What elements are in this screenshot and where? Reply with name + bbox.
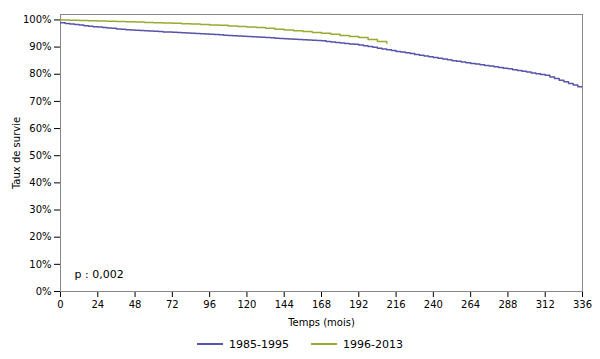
svg-text:50%: 50% <box>29 150 51 161</box>
svg-text:10%: 10% <box>29 259 51 270</box>
html-text:1996-2013: 1996-2013 <box>343 337 403 351</box>
svg-text:312: 312 <box>536 299 555 310</box>
svg-text:48: 48 <box>129 299 142 310</box>
svg-text:336: 336 <box>573 299 592 310</box>
svg-text:96: 96 <box>203 299 216 310</box>
html-text:1985-1995: 1985-1995 <box>229 337 289 351</box>
svg-text:p : 0,002: p : 0,002 <box>75 268 124 281</box>
svg-text:100%: 100% <box>23 14 52 25</box>
svg-text:240: 240 <box>424 299 443 310</box>
svg-text:72: 72 <box>166 299 179 310</box>
svg-text:70%: 70% <box>29 96 51 107</box>
svg-text:Taux de survie: Taux de survie <box>11 117 22 190</box>
svg-text:60%: 60% <box>29 123 51 134</box>
svg-text:40%: 40% <box>29 177 51 188</box>
svg-text:216: 216 <box>387 299 406 310</box>
svg-text:24: 24 <box>91 299 104 310</box>
svg-text:80%: 80% <box>29 68 51 79</box>
svg-text:168: 168 <box>312 299 331 310</box>
svg-text:264: 264 <box>461 299 480 310</box>
svg-text:90%: 90% <box>29 41 51 52</box>
svg-text:0: 0 <box>57 299 63 310</box>
svg-text:288: 288 <box>498 299 517 310</box>
svg-text:20%: 20% <box>29 231 51 242</box>
svg-text:144: 144 <box>275 299 294 310</box>
svg-text:30%: 30% <box>29 204 51 215</box>
svg-text:192: 192 <box>349 299 368 310</box>
svg-text:120: 120 <box>237 299 256 310</box>
svg-text:Temps (mois): Temps (mois) <box>287 317 355 328</box>
svg-text:0%: 0% <box>36 286 52 297</box>
